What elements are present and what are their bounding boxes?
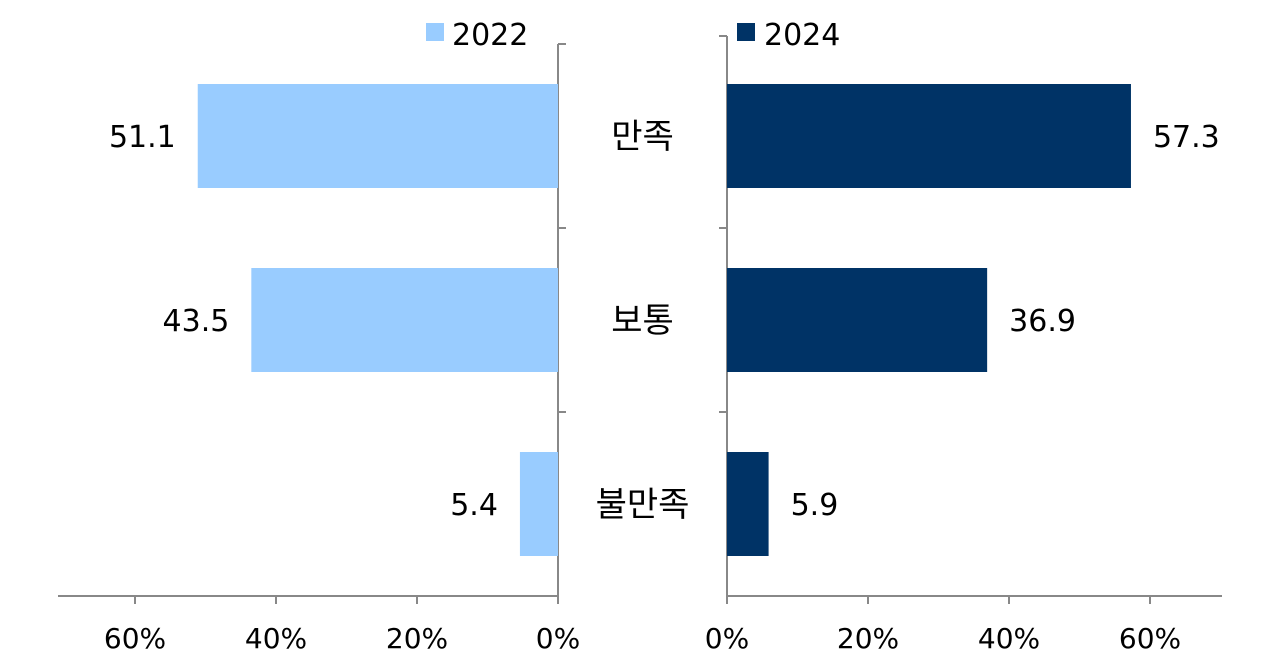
data-label-2022-2: 5.4 (450, 488, 498, 523)
bar-2022-0 (197, 84, 558, 188)
legend-2024: 2024 (737, 18, 840, 53)
right-x-tick-label: 20% (837, 622, 899, 655)
data-label-2024-2: 5.9 (791, 488, 839, 523)
left-x-tick-label: 60% (104, 622, 166, 655)
category-label-0: 만족 (611, 117, 674, 157)
data-label-2024-0: 57.3 (1153, 120, 1220, 155)
legend-2022: 2022 (426, 18, 528, 53)
left-x-tick-label: 0% (536, 622, 580, 655)
legend-swatch-2024 (737, 23, 755, 41)
data-label-2022-0: 51.1 (109, 120, 176, 155)
data-label-2022-1: 43.5 (163, 304, 230, 339)
right-x-tick-label: 60% (1119, 622, 1181, 655)
legend-label-2022: 2022 (452, 18, 528, 53)
bar-2024-2 (727, 452, 769, 556)
category-label-1: 보통 (611, 301, 674, 341)
bar-2024-0 (727, 84, 1131, 188)
bar-2022-1 (251, 268, 558, 372)
left-x-tick-label: 40% (245, 622, 307, 655)
panel-2022: 51.1 43.5 5.4 60% 40% 20% 0% 2022 (58, 18, 580, 655)
right-x-tick-label: 0% (705, 622, 749, 655)
data-label-2024-1: 36.9 (1009, 304, 1076, 339)
legend-label-2024: 2024 (764, 18, 840, 53)
left-x-tick-label: 20% (386, 622, 448, 655)
bar-2022-2 (519, 452, 558, 556)
right-x-tick-label: 40% (978, 622, 1040, 655)
panel-2024: 57.3 36.9 5.9 0% 20% 40% 60% 2024 (705, 18, 1222, 655)
bar-2024-1 (727, 268, 988, 372)
category-label-2: 불만족 (596, 485, 690, 525)
legend-swatch-2022 (426, 23, 444, 41)
